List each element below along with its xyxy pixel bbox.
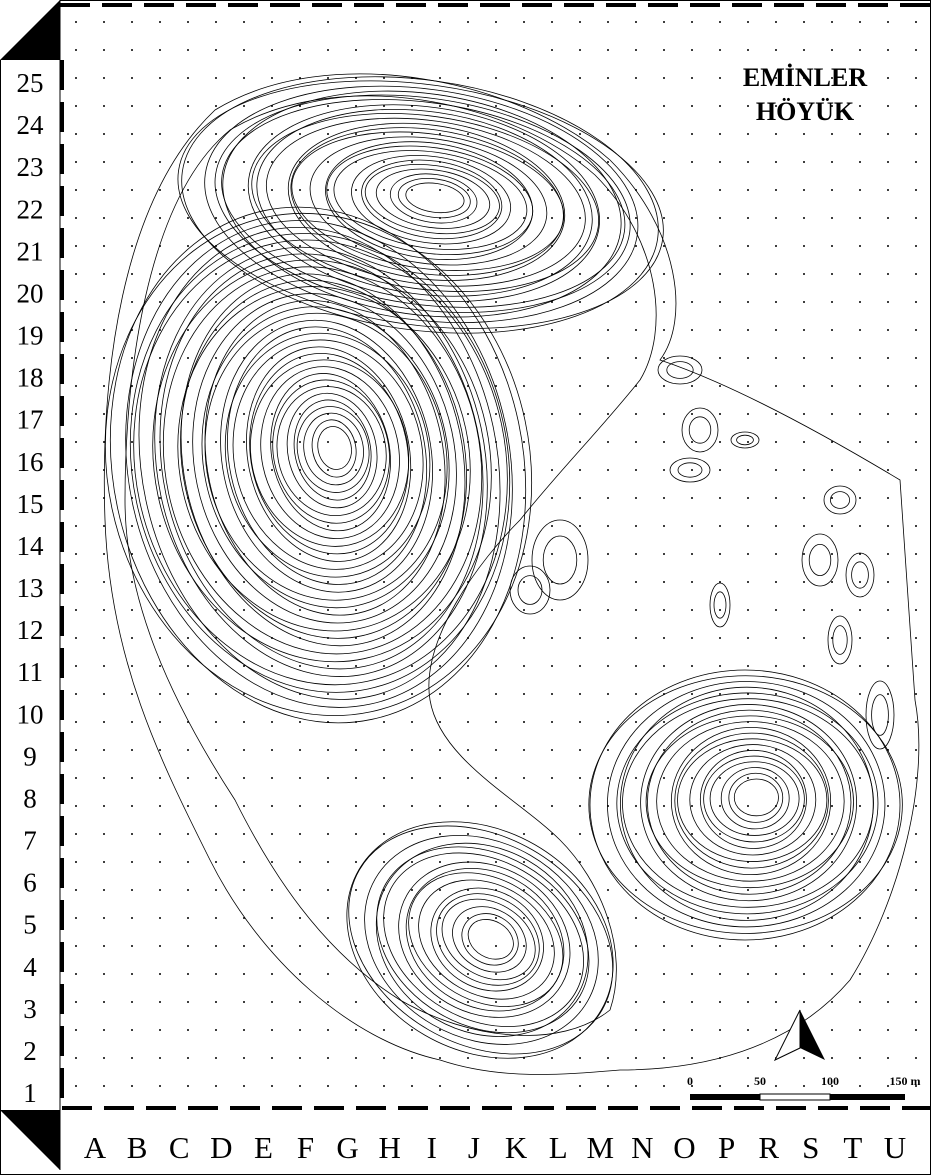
column-label: J bbox=[468, 1130, 480, 1165]
row-label: 21 bbox=[17, 236, 44, 266]
column-label: G bbox=[336, 1130, 358, 1165]
scale-label: 100 bbox=[821, 1074, 839, 1088]
row-label: 9 bbox=[23, 741, 37, 771]
row-label: 24 bbox=[17, 110, 45, 140]
row-label: 22 bbox=[17, 194, 44, 224]
column-label: U bbox=[884, 1130, 906, 1165]
column-label: H bbox=[379, 1130, 401, 1165]
column-label: A bbox=[84, 1130, 107, 1165]
scale-label: 0 bbox=[687, 1074, 693, 1088]
column-label: B bbox=[127, 1130, 148, 1165]
column-label: T bbox=[843, 1130, 862, 1165]
column-label: R bbox=[758, 1130, 779, 1165]
scale-bar bbox=[690, 1094, 905, 1100]
row-label: 14 bbox=[17, 531, 45, 561]
row-label: 4 bbox=[23, 952, 37, 982]
column-label: I bbox=[427, 1130, 437, 1165]
row-label: 3 bbox=[23, 994, 37, 1024]
column-label: P bbox=[718, 1130, 735, 1165]
column-label: K bbox=[505, 1130, 528, 1165]
column-label: F bbox=[297, 1130, 314, 1165]
row-label: 15 bbox=[17, 489, 44, 519]
column-label: L bbox=[549, 1130, 568, 1165]
column-label: S bbox=[802, 1130, 819, 1165]
row-label: 7 bbox=[23, 826, 37, 856]
column-label: N bbox=[631, 1130, 653, 1165]
scale-label: 50 bbox=[754, 1074, 766, 1088]
row-label: 17 bbox=[17, 405, 44, 435]
column-label: E bbox=[254, 1130, 273, 1165]
row-label: 6 bbox=[23, 868, 37, 898]
row-label: 8 bbox=[23, 783, 37, 813]
column-label: D bbox=[210, 1130, 232, 1165]
row-label: 1 bbox=[23, 1078, 37, 1108]
column-label: O bbox=[673, 1130, 695, 1165]
row-label: 23 bbox=[17, 152, 44, 182]
row-label: 10 bbox=[17, 699, 44, 729]
row-label: 2 bbox=[23, 1036, 37, 1066]
row-label: 13 bbox=[17, 573, 44, 603]
column-label: M bbox=[586, 1130, 614, 1165]
row-label: 18 bbox=[17, 363, 44, 393]
row-label: 12 bbox=[17, 615, 44, 645]
row-label: 5 bbox=[23, 910, 37, 940]
scale-label: 150 m bbox=[890, 1074, 921, 1088]
row-label: 19 bbox=[17, 321, 44, 351]
title-line: EMİNLER bbox=[743, 63, 867, 92]
row-label: 11 bbox=[17, 657, 43, 687]
row-label: 16 bbox=[17, 447, 44, 477]
row-label: 25 bbox=[17, 68, 44, 98]
title-line: HÖYÜK bbox=[756, 97, 855, 126]
column-label: C bbox=[169, 1130, 190, 1165]
row-label: 20 bbox=[17, 278, 44, 308]
map: EMİNLER HÖYÜK 0 50 100 150 m 25242322212… bbox=[0, 0, 931, 1175]
